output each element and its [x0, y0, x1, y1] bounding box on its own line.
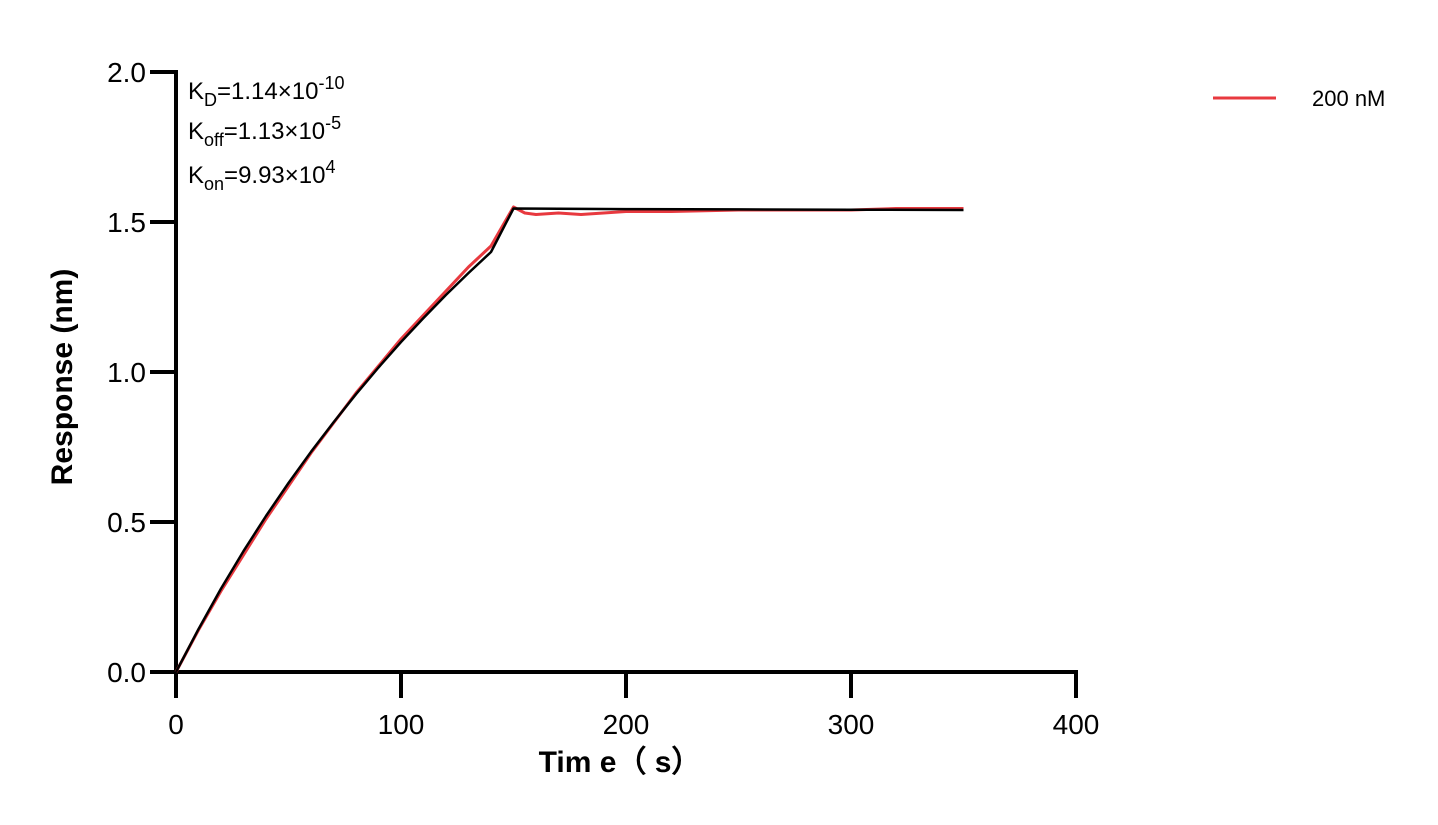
- x-tick-label: 100: [378, 709, 425, 740]
- x-tick-label: 0: [168, 709, 184, 740]
- y-tick-label: 0.0: [107, 657, 146, 688]
- y-tick-label: 1.0: [107, 357, 146, 388]
- kinetic-annotation: Koff=1.13×10-5: [188, 113, 341, 150]
- legend-label: 200 nM: [1312, 86, 1385, 111]
- axes: 0.0 0.5 1.0 1.5 2.0 0 100 200 300 400: [107, 57, 1099, 740]
- x-tick-label: 400: [1053, 709, 1100, 740]
- series-layer: [174, 205, 964, 673]
- kinetic-annotation: Kon=9.93×104: [188, 157, 336, 194]
- kinetic-annotation: KD=1.14×10-10: [188, 73, 344, 110]
- x-axis-title: Tim e（ s）: [539, 745, 702, 779]
- x-tick-label: 300: [828, 709, 875, 740]
- y-tick-label: 0.5: [107, 507, 146, 538]
- y-axis-title: Response (nm): [46, 269, 79, 486]
- y-tick-label: 2.0: [107, 57, 146, 88]
- series-line-200nM: [174, 205, 964, 673]
- x-tick-label: 200: [603, 709, 650, 740]
- legend: 200 nM: [1213, 86, 1385, 111]
- y-tick-label: 1.5: [107, 207, 146, 238]
- fit-line: [174, 207, 964, 673]
